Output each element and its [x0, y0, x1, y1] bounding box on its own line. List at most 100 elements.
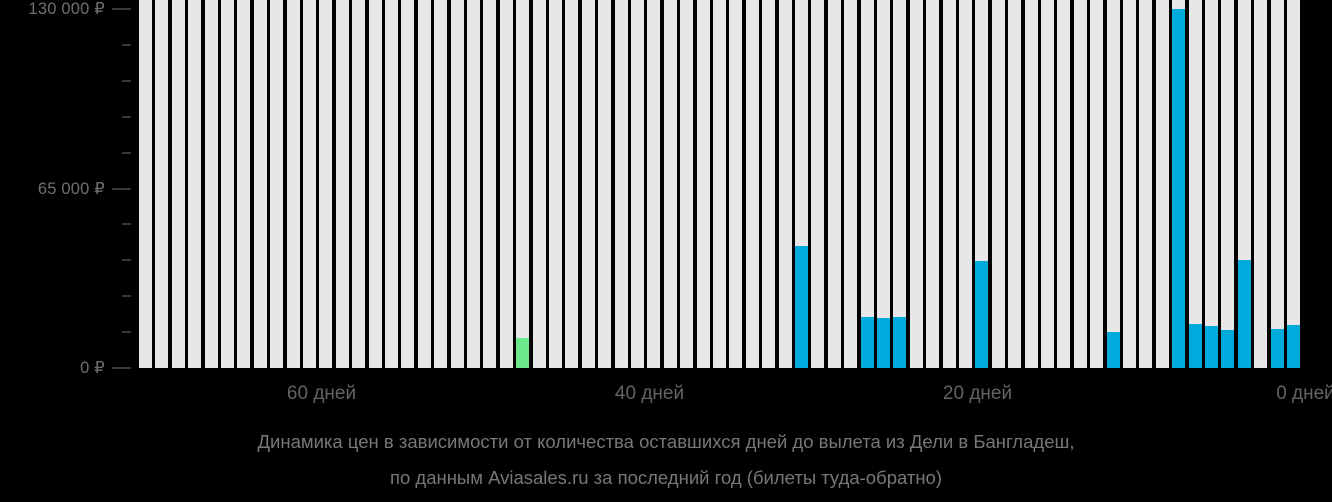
caption-line-2: по данным Aviasales.ru за последний год … — [389, 467, 943, 488]
chart-column-band[interactable] — [828, 0, 841, 368]
chart-column-band[interactable] — [205, 0, 218, 368]
chart-column-band[interactable] — [877, 0, 890, 368]
chart-column-band[interactable] — [680, 0, 693, 368]
chart-column-band[interactable] — [1025, 0, 1038, 368]
chart-column-band[interactable] — [959, 0, 972, 368]
chart-column-band[interactable] — [746, 0, 759, 368]
chart-column-band[interactable] — [729, 0, 742, 368]
chart-column-band[interactable] — [303, 0, 316, 368]
y-axis-tick-minor — [122, 223, 131, 225]
x-axis-label: 20 дней — [942, 383, 1013, 404]
chart-column-band[interactable] — [270, 0, 283, 368]
chart-column-band[interactable] — [1139, 0, 1152, 368]
chart-column-band[interactable] — [418, 0, 431, 368]
chart-column-band[interactable] — [1123, 0, 1136, 368]
chart-bar[interactable] — [893, 316, 906, 368]
chart-bar[interactable] — [975, 260, 988, 368]
chart-column-band[interactable] — [451, 0, 464, 368]
chart-column-band[interactable] — [713, 0, 726, 368]
chart-column-band[interactable] — [1254, 0, 1267, 368]
x-axis: 60 дней 40 дней 20 дней 0 дней — [0, 368, 1332, 416]
chart-column-band[interactable] — [221, 0, 234, 368]
chart-column-band[interactable] — [762, 0, 775, 368]
chart-bar[interactable] — [861, 316, 874, 368]
chart-column-band[interactable] — [516, 0, 529, 368]
chart-column-band[interactable] — [287, 0, 300, 368]
chart-bar[interactable] — [1287, 325, 1300, 368]
chart-column-band[interactable] — [1057, 0, 1070, 368]
chart-column-band[interactable] — [533, 0, 546, 368]
y-axis: 130 000 ₽ 65 000 ₽ 0 ₽ — [0, 0, 139, 380]
chart-column-band[interactable] — [1287, 0, 1300, 368]
chart-column-band[interactable] — [861, 0, 874, 368]
chart-column-band[interactable] — [1107, 0, 1120, 368]
x-axis-label: 60 дней — [286, 383, 357, 404]
chart-column-band[interactable] — [910, 0, 923, 368]
chart-column-band[interactable] — [697, 0, 710, 368]
chart-bar[interactable] — [1189, 324, 1202, 368]
chart-column-band[interactable] — [631, 0, 644, 368]
y-axis-label: 65 000 ₽ — [37, 179, 105, 198]
x-axis-label: 0 дней — [1276, 383, 1332, 404]
chart-bar[interactable] — [795, 245, 808, 368]
chart-column-band[interactable] — [811, 0, 824, 368]
chart-column-band[interactable] — [582, 0, 595, 368]
chart-column-band[interactable] — [1221, 0, 1234, 368]
chart-column-band[interactable] — [385, 0, 398, 368]
chart-column-band[interactable] — [369, 0, 382, 368]
chart-column-band[interactable] — [844, 0, 857, 368]
chart-column-band[interactable] — [598, 0, 611, 368]
chart-column-band[interactable] — [615, 0, 628, 368]
chart-column-band[interactable] — [1271, 0, 1284, 368]
y-axis-label: 0 ₽ — [80, 359, 105, 377]
chart-bar[interactable] — [1205, 326, 1218, 368]
chart-column-band[interactable] — [237, 0, 250, 368]
chart-column-band[interactable] — [172, 0, 185, 368]
y-axis-tick-minor — [122, 259, 131, 261]
y-axis-tick-minor — [122, 295, 131, 297]
y-axis-tick-major — [112, 188, 131, 189]
chart-bar[interactable] — [1271, 329, 1284, 368]
chart-column-band[interactable] — [467, 0, 480, 368]
chart-column-band[interactable] — [401, 0, 414, 368]
plot-area — [139, 0, 1332, 368]
chart-column-band[interactable] — [155, 0, 168, 368]
chart-column-band[interactable] — [336, 0, 349, 368]
y-axis-tick-minor — [122, 44, 131, 46]
chart-bar[interactable] — [1221, 329, 1234, 368]
chart-bar[interactable] — [1172, 9, 1185, 368]
chart-caption: Динамика цен в зависимости от количества… — [0, 424, 1332, 496]
chart-column-band[interactable] — [926, 0, 939, 368]
chart-column-band[interactable] — [1189, 0, 1202, 368]
x-axis-baseline — [139, 368, 1332, 370]
chart-column-band[interactable] — [893, 0, 906, 368]
chart-column-band[interactable] — [1205, 0, 1218, 368]
chart-column-band[interactable] — [188, 0, 201, 368]
chart-column-band[interactable] — [483, 0, 496, 368]
chart-column-band[interactable] — [565, 0, 578, 368]
chart-column-band[interactable] — [779, 0, 792, 368]
chart-column-band[interactable] — [549, 0, 562, 368]
chart-bar[interactable] — [1238, 260, 1251, 368]
chart-bar[interactable] — [516, 337, 529, 368]
chart-column-band[interactable] — [1008, 0, 1021, 368]
chart-column-band[interactable] — [664, 0, 677, 368]
chart-column-band[interactable] — [943, 0, 956, 368]
y-axis-tick-minor — [122, 116, 131, 118]
chart-column-band[interactable] — [352, 0, 365, 368]
chart-bar[interactable] — [1107, 332, 1120, 368]
chart-column-band[interactable] — [1156, 0, 1169, 368]
x-axis-label: 40 дней — [614, 383, 685, 404]
chart-column-band[interactable] — [139, 0, 152, 368]
chart-column-band[interactable] — [500, 0, 513, 368]
chart-column-band[interactable] — [647, 0, 660, 368]
chart-column-band[interactable] — [254, 0, 267, 368]
chart-column-band[interactable] — [319, 0, 332, 368]
chart-column-band[interactable] — [434, 0, 447, 368]
chart-bar[interactable] — [877, 318, 890, 368]
chart-column-band[interactable] — [1041, 0, 1054, 368]
chart-column-band[interactable] — [1090, 0, 1103, 368]
chart-column-band[interactable] — [1074, 0, 1087, 368]
chart-column-band[interactable] — [992, 0, 1005, 368]
